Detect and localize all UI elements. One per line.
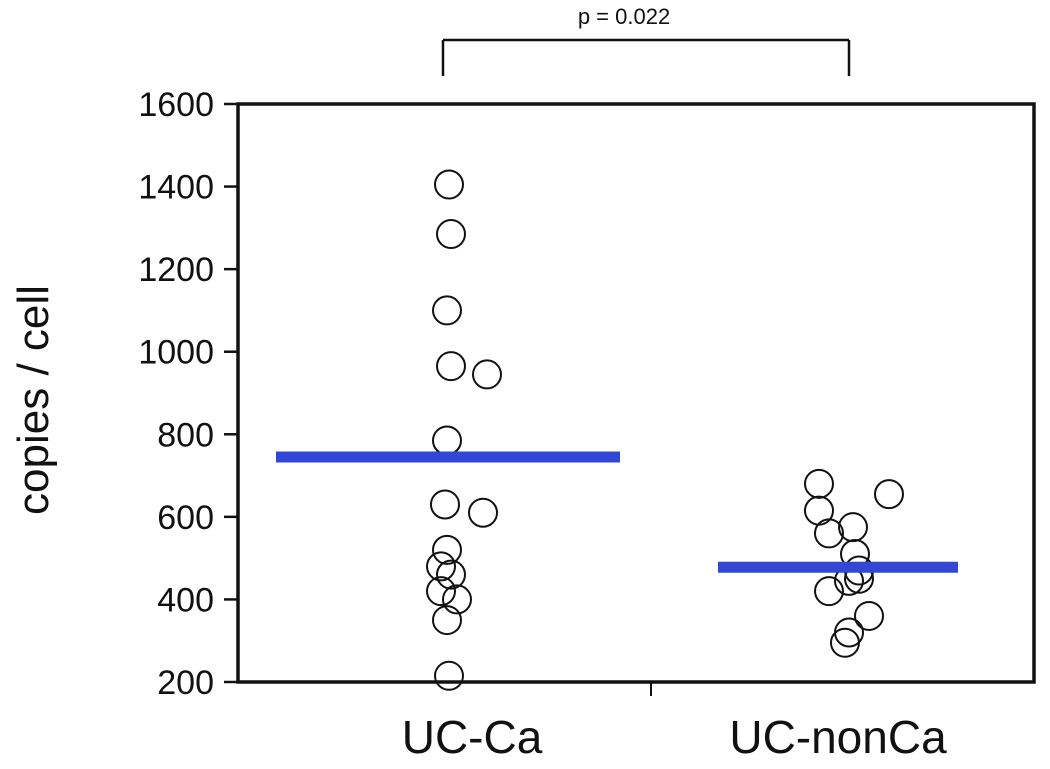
data-point: [442, 584, 472, 615]
x-axis-category-labels: UC-Ca UC-nonCa: [402, 711, 947, 763]
data-point: [804, 495, 834, 526]
y-tick-label: 1200: [138, 251, 214, 289]
data-point: [432, 534, 462, 565]
y-tick-label: 1600: [138, 86, 214, 124]
y-tick-label: 800: [157, 416, 214, 454]
data-point: [436, 559, 466, 590]
data-points: [426, 169, 904, 691]
data-point: [814, 518, 844, 549]
data-point: [432, 605, 462, 636]
data-point: [804, 468, 834, 499]
data-point: [830, 627, 860, 658]
plot-frame: [236, 102, 1036, 684]
data-point: [432, 295, 462, 326]
data-point: [436, 351, 466, 382]
y-tick-label: 400: [157, 581, 214, 619]
y-tick-label: 1400: [138, 169, 214, 207]
data-point: [430, 489, 460, 520]
data-point: [436, 219, 466, 250]
data-point: [814, 576, 844, 607]
data-point: [434, 660, 464, 691]
x-category-label: UC-nonCa: [729, 711, 947, 763]
data-point: [426, 576, 456, 607]
y-tick-label: 600: [157, 499, 214, 537]
x-category-label: UC-Ca: [402, 711, 543, 763]
mean-lines: [276, 451, 958, 573]
y-axis-label: copies / cell: [9, 285, 58, 515]
y-tick-label: 1000: [138, 334, 214, 372]
data-point: [838, 512, 868, 543]
data-point: [874, 479, 904, 510]
y-tick-label: 200: [157, 664, 214, 702]
p-value-annotation: p = 0.022: [578, 4, 670, 29]
data-point: [434, 169, 464, 200]
data-point: [432, 425, 462, 456]
data-point: [854, 600, 884, 631]
data-point: [472, 359, 502, 390]
data-point: [468, 497, 498, 528]
data-point: [426, 551, 456, 582]
y-axis-ticks: 200 400 600 800 1000 1200 1400 1600: [138, 86, 238, 702]
significance-bracket: [441, 38, 851, 76]
